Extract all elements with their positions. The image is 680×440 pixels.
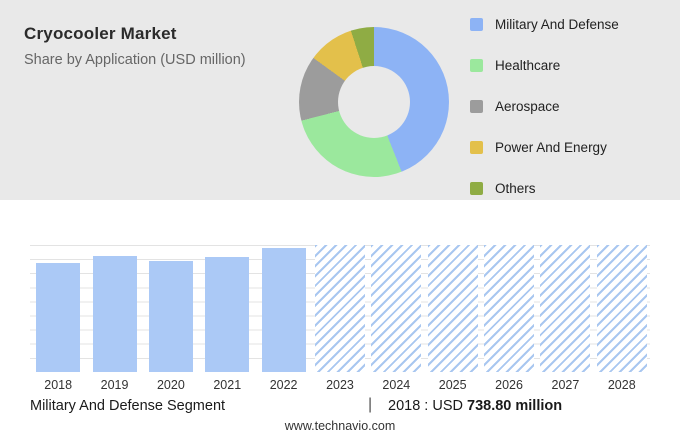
bar-column <box>594 245 650 372</box>
year-label: 2024 <box>382 378 411 392</box>
year-label: 2019 <box>100 378 129 392</box>
bar-column <box>368 245 424 372</box>
segment-stat: 2018 : USD 738.80 million <box>388 398 562 414</box>
bar-chart-plot <box>30 245 650 372</box>
year-label: 2022 <box>269 378 298 392</box>
segment-label: Military And Defense Segment <box>30 398 226 414</box>
bottom-panel: 2018 2019 2020 2021 2022 2023 2024 2025 2026 2027… <box>0 200 680 440</box>
bar-column <box>143 245 199 372</box>
legend: Military And Defense Healthcare Aerospace P… <box>470 13 670 218</box>
year-label: 2018 <box>44 378 73 392</box>
year-label: 2021 <box>213 378 242 392</box>
chart-subtitle: Share by Application (USD million) <box>24 52 246 68</box>
stat-prefix: 2018 : USD <box>388 398 467 414</box>
year-label: 2020 <box>156 378 185 392</box>
bar-forecast <box>540 245 591 372</box>
year-label: 2026 <box>495 378 523 392</box>
legend-label: Healthcare <box>495 57 561 73</box>
legend-swatch <box>470 181 483 195</box>
bar-column <box>255 245 311 372</box>
year-label: 2023 <box>326 378 354 392</box>
legend-label: Aerospace <box>495 98 560 114</box>
legend-swatch <box>470 58 483 72</box>
legend-label: Others <box>495 180 536 196</box>
legend-label: Power And Energy <box>495 139 607 155</box>
legend-item: Healthcare <box>470 54 670 76</box>
donut-chart-wrap <box>299 27 449 177</box>
bar-column <box>481 245 537 372</box>
bar-column <box>312 245 368 372</box>
caption-separator: | <box>368 396 373 413</box>
bar-column <box>199 245 255 372</box>
legend-swatch <box>470 17 483 31</box>
website-url: www.technavio.com <box>284 419 396 433</box>
legend-item: Aerospace <box>470 95 670 117</box>
bar-column <box>537 245 593 372</box>
donut-hole <box>338 66 410 138</box>
stat-value: 738.80 million <box>467 398 563 414</box>
legend-label: Military And Defense <box>495 16 619 32</box>
bar-forecast <box>596 245 647 372</box>
legend-item: Military And Defense <box>470 13 670 35</box>
chart-header: Cryocooler Market Share by Application (… <box>24 24 246 68</box>
legend-item: Others <box>470 177 670 199</box>
bar-forecast <box>371 245 422 372</box>
bar-forecast <box>314 245 365 372</box>
bar-historical <box>205 257 250 372</box>
bar-column <box>30 245 86 372</box>
bar-historical <box>92 256 137 372</box>
bar-forecast <box>484 245 535 372</box>
bar-historical <box>148 260 193 372</box>
page-title: Cryocooler Market <box>24 24 177 43</box>
year-label: 2028 <box>607 378 636 392</box>
legend-item: Power And Energy <box>470 136 670 158</box>
bar-column <box>86 245 142 372</box>
year-label: 2027 <box>551 378 580 392</box>
bar-historical <box>261 248 306 372</box>
legend-swatch <box>470 140 483 154</box>
bar-column <box>425 245 481 372</box>
bar-forecast <box>427 245 478 372</box>
caption-row: Military And Defense Segment | 2018 : US… <box>0 396 680 420</box>
bar-historical <box>36 262 81 372</box>
year-label: 2025 <box>438 378 467 392</box>
x-axis-labels: 2018 2019 2020 2021 2022 2023 2024 2025 2026 2027… <box>30 378 650 392</box>
legend-swatch <box>470 99 483 113</box>
top-panel: Cryocooler Market Share by Application (… <box>0 0 680 200</box>
